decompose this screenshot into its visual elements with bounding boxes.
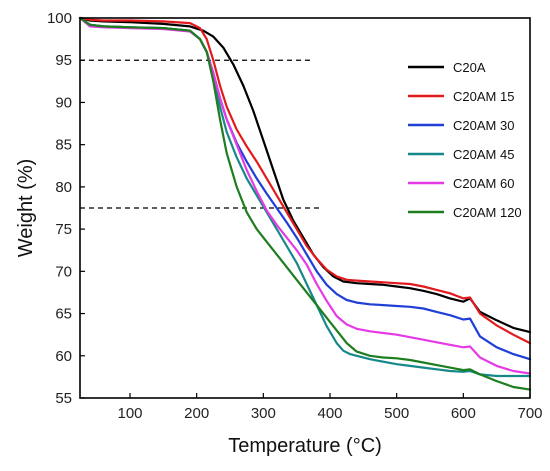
y-tick-label: 75 [55,221,72,238]
y-tick-label: 80 [55,179,72,196]
y-axis-title: Weight (%) [15,159,37,258]
y-tick-label: 70 [55,263,72,280]
legend-label-3: C20AM 30 [453,118,514,133]
x-tick-label: 200 [184,405,209,422]
series-lines [78,16,532,391]
x-tick-label: 400 [317,405,342,422]
y-tick-label: 100 [47,10,72,27]
x-axis: 100 200 300 400 500 600 700 [117,393,543,422]
y-axis: 55 60 65 70 75 80 85 90 95 100 [47,10,85,407]
legend-label-6: C20AM 120 [453,205,522,220]
y-tick-label: 95 [55,52,72,69]
y-tick-label: 55 [55,390,72,407]
y-tick-label: 60 [55,348,72,365]
legend: C20A C20AM 15 C20AM 30 C20AM 45 C20AM 60 C20A… [408,60,522,220]
y-tick-label: 65 [55,306,72,323]
x-tick-label: 700 [517,405,542,422]
x-axis-title: Temperature (°C) [228,435,382,457]
x-tick-label: 600 [451,405,476,422]
x-tick-label: 500 [384,405,409,422]
legend-label-2: C20AM 15 [453,89,514,104]
legend-label-5: C20AM 60 [453,176,514,191]
legend-label-1: C20A [453,60,486,75]
y-tick-label: 90 [55,94,72,111]
y-tick-label: 85 [55,137,72,154]
legend-label-4: C20AM 45 [453,147,514,162]
series-line-6 [78,16,532,391]
plot-frame [79,17,531,399]
x-tick-label: 300 [251,405,276,422]
x-tick-label: 100 [117,405,142,422]
series-line-2 [78,16,532,345]
reference-lines [80,59,320,209]
